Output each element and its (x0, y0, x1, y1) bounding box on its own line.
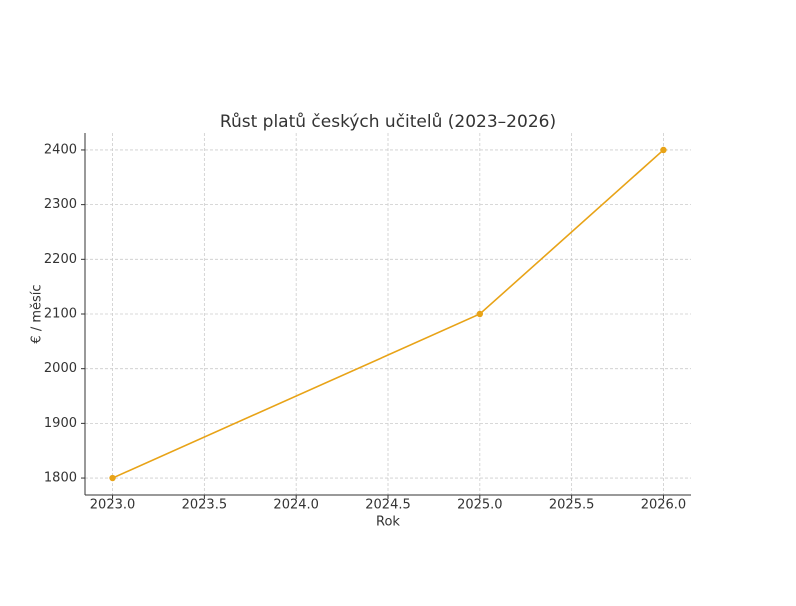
y-tick-label: 2000 (44, 361, 77, 376)
data-point (660, 146, 667, 154)
x-tick-label: 2026.0 (641, 498, 687, 513)
x-tick-label: 2025.0 (457, 498, 503, 513)
y-tick-label: 1900 (44, 416, 77, 431)
x-axis-label: Rok (376, 515, 400, 530)
y-tick-label: 2200 (44, 252, 77, 267)
x-tick-label: 2024.5 (365, 498, 411, 513)
data-point (109, 474, 116, 482)
chart-title: Růst platů českých učitelů (2023–2026) (220, 112, 556, 132)
x-tick-label: 2023.5 (182, 498, 228, 513)
x-tick-label: 2024.0 (273, 498, 319, 513)
data-point (476, 310, 484, 318)
y-tick-label: 2400 (44, 142, 77, 157)
x-tick-label: 2025.5 (549, 498, 595, 513)
x-tick-label: 2023.0 (90, 498, 136, 513)
y-tick-label: 2100 (44, 307, 77, 322)
y-tick-label: 2300 (44, 197, 77, 212)
y-tick-label: 1800 (44, 471, 77, 486)
y-axis-label: € / měsíc (30, 284, 45, 343)
